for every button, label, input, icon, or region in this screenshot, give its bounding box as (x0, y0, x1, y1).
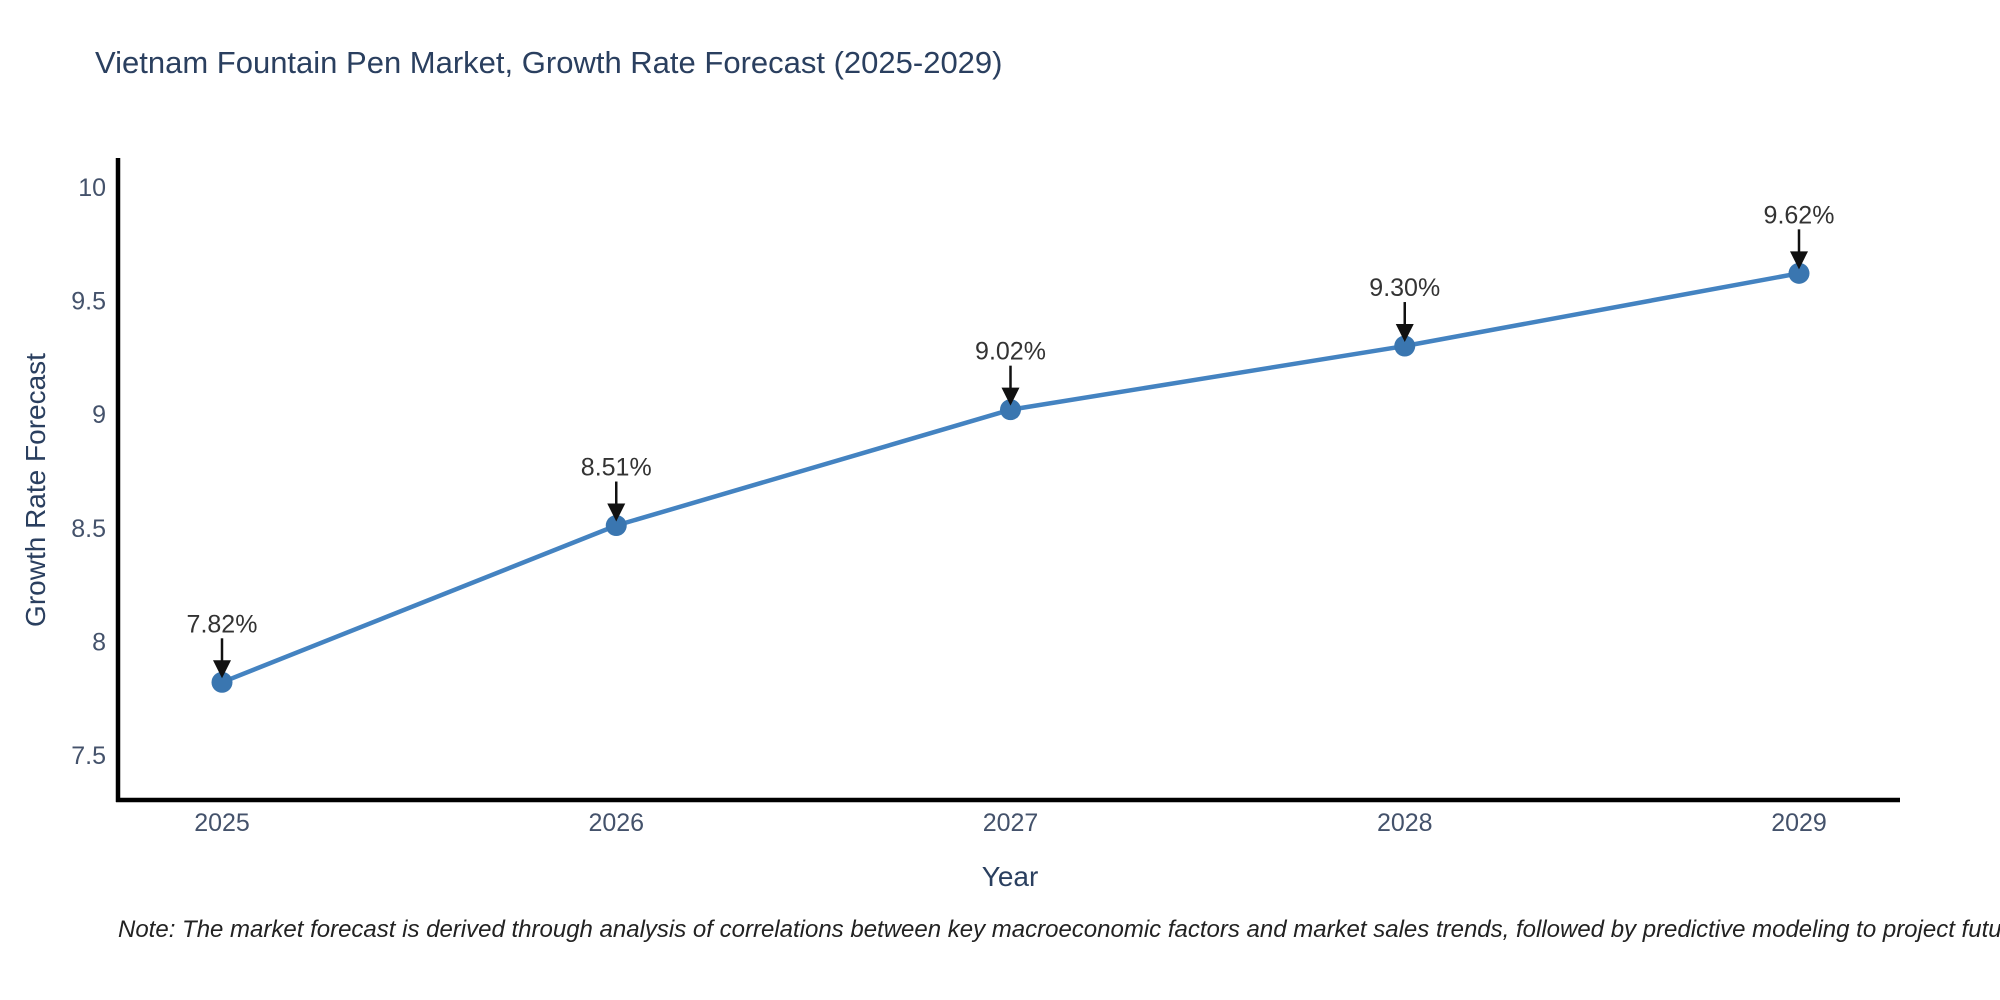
y-tick-label: 10 (78, 174, 106, 202)
series-line (219, 271, 1802, 685)
annotation-value-label: 9.30% (1369, 274, 1440, 302)
y-tick-label: 9.5 (71, 288, 106, 316)
data-point-2029[interactable] (1788, 262, 1810, 284)
data-point-2026[interactable] (605, 515, 627, 537)
x-tick-label: 2026 (588, 809, 644, 837)
x-tick-label: 2029 (1771, 809, 1827, 837)
annotation-value-label: 9.62% (1764, 201, 1835, 229)
annotation-arrowhead-icon (607, 503, 626, 522)
annotation-arrowhead-icon (1001, 387, 1020, 406)
y-tick-label: 7.5 (71, 742, 106, 770)
annotation-value-label: 8.51% (581, 454, 652, 482)
y-tick-label: 8 (92, 628, 106, 656)
y-tick-label: 9 (92, 401, 106, 429)
x-tick-label: 2027 (983, 809, 1039, 837)
x-axis-title: Year (981, 861, 1039, 892)
annotation-arrowhead-icon (213, 660, 231, 679)
y-tick-label: 8.5 (71, 515, 106, 543)
data-point-2028[interactable] (1394, 335, 1416, 357)
y-axis-title: Growth Rate Forecast (20, 353, 51, 627)
annotation-arrowhead-icon (1790, 251, 1808, 270)
annotation-value-label: 9.02% (975, 338, 1046, 366)
footnote: Note: The market forecast is derived thr… (118, 916, 2000, 943)
annotation-arrowhead-icon (1395, 324, 1414, 343)
x-tick-label: 2028 (1377, 809, 1433, 837)
data-point-2025[interactable] (211, 671, 233, 693)
chart-title: Vietnam Fountain Pen Market, Growth Rate… (95, 45, 1003, 80)
x-tick-label: 2025 (194, 809, 250, 837)
data-point-2027[interactable] (1000, 399, 1021, 421)
annotation-value-label: 7.82% (187, 610, 258, 638)
